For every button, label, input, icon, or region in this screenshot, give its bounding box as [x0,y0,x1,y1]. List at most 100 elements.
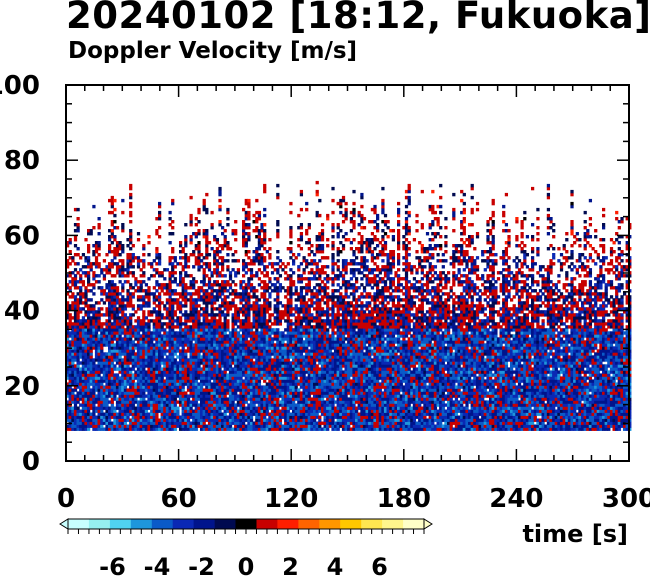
heatmap-cell [136,409,141,413]
heatmap-cell [313,340,317,344]
heatmap-cell [273,349,277,353]
heatmap-cell [92,313,96,317]
heatmap-cell [255,397,259,401]
heatmap-cell [76,370,80,374]
heatmap-cell [179,367,183,371]
heatmap-cell [307,271,311,275]
heatmap-cell [318,355,322,359]
heatmap-cell [197,334,201,338]
heatmap-cell [257,421,262,425]
heatmap-cell [173,364,177,368]
heatmap-cell [102,313,107,317]
heatmap-cell [263,213,267,218]
heatmap-cell [89,382,93,386]
heatmap-cell [181,283,185,287]
heatmap-cell [218,204,222,209]
heatmap-cell [186,409,191,413]
heatmap-cell [147,385,151,389]
heatmap-cell [260,427,264,431]
heatmap-cell [84,358,88,362]
heatmap-cell [184,265,188,269]
heatmap-cell [68,274,72,278]
heatmap-cell [136,361,141,365]
heatmap-cell [249,370,254,374]
heatmap-cell [150,421,154,425]
heatmap-cell [73,337,78,341]
heatmap-cell [257,325,262,329]
heatmap-cell [160,379,164,383]
heatmap-cell [105,283,109,287]
heatmap-cell [263,421,267,425]
heatmap-cell [205,352,209,356]
heatmap-cell [289,304,293,308]
heatmap-cell [84,256,88,260]
heatmap-cell [129,343,133,347]
heatmap-cell [105,295,109,299]
heatmap-cell [155,349,159,353]
heatmap-cell [315,331,319,335]
heatmap-cell [276,268,280,272]
heatmap-cell [150,394,154,398]
heatmap-cell [118,265,122,269]
heatmap-cell [76,292,80,296]
heatmap-cell [94,265,99,269]
heatmap-cell [302,286,306,290]
heatmap-cell [129,403,133,407]
heatmap-cell [113,349,117,353]
heatmap-cell [134,277,138,281]
heatmap-cell [228,274,233,278]
heatmap-cell [292,391,296,395]
heatmap-cell [142,310,146,314]
heatmap-cell [263,207,267,212]
heatmap-cell [176,307,180,311]
heatmap-cell [134,370,138,374]
heatmap-cell [73,352,78,356]
heatmap-cell [202,367,206,371]
heatmap-cell [297,382,301,386]
heatmap-cell [131,406,135,410]
heatmap-cell [247,385,251,389]
heatmap-cell [226,358,230,362]
heatmap-cell [289,376,293,380]
heatmap-cell [200,313,204,317]
heatmap-cell [129,192,133,197]
heatmap-cell [218,346,222,350]
heatmap-cell [318,346,322,350]
heatmap-cell [276,328,280,332]
heatmap-cell [313,364,317,368]
heatmap-cell [249,334,254,338]
heatmap-cell [231,268,235,272]
heatmap-cell [160,412,164,416]
heatmap-cell [268,262,272,266]
heatmap-cell [223,418,227,422]
heatmap-cell [71,325,75,329]
heatmap-cell [131,346,135,350]
heatmap-cell [71,304,75,308]
heatmap-cell [150,361,154,365]
heatmap-cell [315,397,319,401]
heatmap-cell [289,403,293,407]
heatmap-cell [129,355,133,359]
heatmap-cell [242,232,246,236]
heatmap-cell [73,343,78,347]
heatmap-cell [181,250,185,254]
heatmap-cell [313,367,317,371]
heatmap-cell [123,346,128,350]
heatmap-cell [305,346,309,350]
heatmap-cell [73,424,78,428]
heatmap-cell [68,394,72,398]
heatmap-cell [239,409,243,413]
heatmap-cell [278,409,283,413]
heatmap-cell [205,385,209,389]
heatmap-cell [92,382,96,386]
heatmap-cell [121,274,125,278]
heatmap-cell [92,367,96,371]
heatmap-cell [299,397,304,401]
heatmap-cell [255,226,259,230]
heatmap-cell [115,376,120,380]
heatmap-cell [265,340,269,344]
heatmap-cell [108,361,112,365]
heatmap-cell [121,268,125,272]
heatmap-cell [231,337,235,341]
heatmap-cell [221,352,225,356]
